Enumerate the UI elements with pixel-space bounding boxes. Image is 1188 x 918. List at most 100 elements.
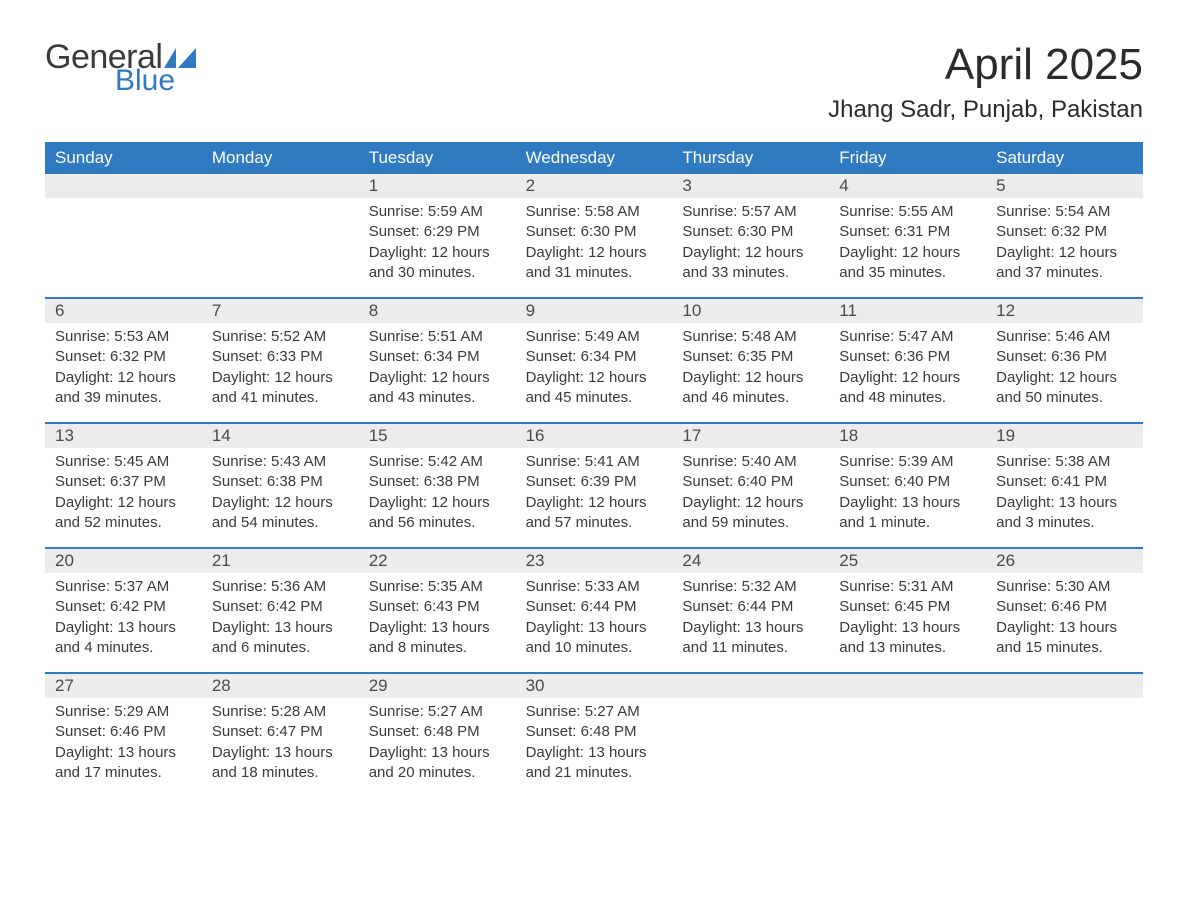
day-detail-line: and 45 minutes. xyxy=(526,388,663,408)
day-detail-line: Sunrise: 5:52 AM xyxy=(212,327,349,347)
day-detail-line: and 11 minutes. xyxy=(682,638,819,658)
day-detail-line: and 37 minutes. xyxy=(996,263,1133,283)
day-detail-line: and 35 minutes. xyxy=(839,263,976,283)
month-title: April 2025 xyxy=(828,40,1143,90)
day-detail-line: Sunset: 6:42 PM xyxy=(212,597,349,617)
day-details: Sunrise: 5:42 AMSunset: 6:38 PMDaylight:… xyxy=(359,448,516,533)
calendar-day-cell: 2Sunrise: 5:58 AMSunset: 6:30 PMDaylight… xyxy=(516,174,673,297)
date-number: 15 xyxy=(359,424,516,448)
date-number: 25 xyxy=(829,549,986,573)
day-detail-line: Sunset: 6:35 PM xyxy=(682,347,819,367)
date-number: 22 xyxy=(359,549,516,573)
day-detail-line: Sunrise: 5:27 AM xyxy=(526,702,663,722)
dow-header-cell: Thursday xyxy=(672,142,829,174)
dow-header-cell: Monday xyxy=(202,142,359,174)
calendar-day-cell: 21Sunrise: 5:36 AMSunset: 6:42 PMDayligh… xyxy=(202,549,359,672)
day-detail-line: Sunset: 6:33 PM xyxy=(212,347,349,367)
calendar-day-cell: 11Sunrise: 5:47 AMSunset: 6:36 PMDayligh… xyxy=(829,299,986,422)
date-number: 13 xyxy=(45,424,202,448)
date-number: 12 xyxy=(986,299,1143,323)
day-details: Sunrise: 5:45 AMSunset: 6:37 PMDaylight:… xyxy=(45,448,202,533)
day-detail-line: Sunrise: 5:40 AM xyxy=(682,452,819,472)
date-number: 20 xyxy=(45,549,202,573)
calendar-day-cell: 18Sunrise: 5:39 AMSunset: 6:40 PMDayligh… xyxy=(829,424,986,547)
day-detail-line: and 54 minutes. xyxy=(212,513,349,533)
calendar-day-cell: 1Sunrise: 5:59 AMSunset: 6:29 PMDaylight… xyxy=(359,174,516,297)
day-details: Sunrise: 5:27 AMSunset: 6:48 PMDaylight:… xyxy=(516,698,673,783)
day-detail-line: Sunset: 6:34 PM xyxy=(369,347,506,367)
day-detail-line: Sunset: 6:48 PM xyxy=(526,722,663,742)
day-detail-line: Daylight: 13 hours xyxy=(55,743,192,763)
day-details: Sunrise: 5:39 AMSunset: 6:40 PMDaylight:… xyxy=(829,448,986,533)
day-detail-line: Daylight: 12 hours xyxy=(682,368,819,388)
day-detail-line: Sunrise: 5:43 AM xyxy=(212,452,349,472)
day-detail-line: Sunrise: 5:42 AM xyxy=(369,452,506,472)
calendar-day-cell: 22Sunrise: 5:35 AMSunset: 6:43 PMDayligh… xyxy=(359,549,516,672)
day-detail-line: Sunset: 6:36 PM xyxy=(996,347,1133,367)
day-detail-line: Daylight: 12 hours xyxy=(682,243,819,263)
day-detail-line: Sunset: 6:39 PM xyxy=(526,472,663,492)
day-detail-line: Sunset: 6:30 PM xyxy=(526,222,663,242)
date-number: 4 xyxy=(829,174,986,198)
calendar-week-row: 20Sunrise: 5:37 AMSunset: 6:42 PMDayligh… xyxy=(45,547,1143,672)
day-detail-line: and 39 minutes. xyxy=(55,388,192,408)
date-number: 19 xyxy=(986,424,1143,448)
day-detail-line: and 10 minutes. xyxy=(526,638,663,658)
day-detail-line: Daylight: 13 hours xyxy=(996,493,1133,513)
calendar-day-cell: 4Sunrise: 5:55 AMSunset: 6:31 PMDaylight… xyxy=(829,174,986,297)
calendar-day-cell: 17Sunrise: 5:40 AMSunset: 6:40 PMDayligh… xyxy=(672,424,829,547)
day-detail-line: and 3 minutes. xyxy=(996,513,1133,533)
day-detail-line: Daylight: 12 hours xyxy=(369,368,506,388)
day-detail-line: and 20 minutes. xyxy=(369,763,506,783)
day-detail-line: Sunrise: 5:39 AM xyxy=(839,452,976,472)
day-detail-line: Sunrise: 5:36 AM xyxy=(212,577,349,597)
day-detail-line: Sunrise: 5:49 AM xyxy=(526,327,663,347)
day-detail-line: Sunset: 6:38 PM xyxy=(369,472,506,492)
date-number: 1 xyxy=(359,174,516,198)
calendar-day-cell: 15Sunrise: 5:42 AMSunset: 6:38 PMDayligh… xyxy=(359,424,516,547)
day-detail-line: Sunrise: 5:31 AM xyxy=(839,577,976,597)
day-detail-line: Sunrise: 5:59 AM xyxy=(369,202,506,222)
day-detail-line: Daylight: 13 hours xyxy=(212,618,349,638)
day-details: Sunrise: 5:27 AMSunset: 6:48 PMDaylight:… xyxy=(359,698,516,783)
day-details: Sunrise: 5:33 AMSunset: 6:44 PMDaylight:… xyxy=(516,573,673,658)
day-details: Sunrise: 5:52 AMSunset: 6:33 PMDaylight:… xyxy=(202,323,359,408)
day-detail-line: Sunset: 6:36 PM xyxy=(839,347,976,367)
day-detail-line: Sunrise: 5:58 AM xyxy=(526,202,663,222)
day-details: Sunrise: 5:53 AMSunset: 6:32 PMDaylight:… xyxy=(45,323,202,408)
day-detail-line: and 31 minutes. xyxy=(526,263,663,283)
day-detail-line: and 59 minutes. xyxy=(682,513,819,533)
calendar-day-cell: 9Sunrise: 5:49 AMSunset: 6:34 PMDaylight… xyxy=(516,299,673,422)
day-detail-line: Daylight: 13 hours xyxy=(212,743,349,763)
calendar-day-cell xyxy=(986,674,1143,797)
day-detail-line: Sunrise: 5:27 AM xyxy=(369,702,506,722)
calendar-day-cell xyxy=(829,674,986,797)
day-details: Sunrise: 5:36 AMSunset: 6:42 PMDaylight:… xyxy=(202,573,359,658)
day-details: Sunrise: 5:58 AMSunset: 6:30 PMDaylight:… xyxy=(516,198,673,283)
day-detail-line: Sunrise: 5:41 AM xyxy=(526,452,663,472)
day-detail-line: and 21 minutes. xyxy=(526,763,663,783)
day-detail-line: Sunrise: 5:55 AM xyxy=(839,202,976,222)
calendar-week-row: 27Sunrise: 5:29 AMSunset: 6:46 PMDayligh… xyxy=(45,672,1143,797)
day-details: Sunrise: 5:46 AMSunset: 6:36 PMDaylight:… xyxy=(986,323,1143,408)
day-detail-line: and 46 minutes. xyxy=(682,388,819,408)
day-details: Sunrise: 5:38 AMSunset: 6:41 PMDaylight:… xyxy=(986,448,1143,533)
day-detail-line: Sunset: 6:40 PM xyxy=(682,472,819,492)
day-detail-line: Sunset: 6:41 PM xyxy=(996,472,1133,492)
calendar-day-cell: 30Sunrise: 5:27 AMSunset: 6:48 PMDayligh… xyxy=(516,674,673,797)
day-detail-line: Sunrise: 5:53 AM xyxy=(55,327,192,347)
day-detail-line: Sunset: 6:31 PM xyxy=(839,222,976,242)
day-detail-line: Daylight: 12 hours xyxy=(839,368,976,388)
day-detail-line: Sunset: 6:47 PM xyxy=(212,722,349,742)
day-detail-line: Sunrise: 5:57 AM xyxy=(682,202,819,222)
calendar-week-row: 1Sunrise: 5:59 AMSunset: 6:29 PMDaylight… xyxy=(45,174,1143,297)
date-number: 26 xyxy=(986,549,1143,573)
day-details: Sunrise: 5:51 AMSunset: 6:34 PMDaylight:… xyxy=(359,323,516,408)
day-detail-line: Daylight: 13 hours xyxy=(839,493,976,513)
day-detail-line: and 57 minutes. xyxy=(526,513,663,533)
date-number xyxy=(45,174,202,198)
day-detail-line: Daylight: 13 hours xyxy=(55,618,192,638)
dow-header-cell: Sunday xyxy=(45,142,202,174)
day-details: Sunrise: 5:41 AMSunset: 6:39 PMDaylight:… xyxy=(516,448,673,533)
day-details: Sunrise: 5:37 AMSunset: 6:42 PMDaylight:… xyxy=(45,573,202,658)
